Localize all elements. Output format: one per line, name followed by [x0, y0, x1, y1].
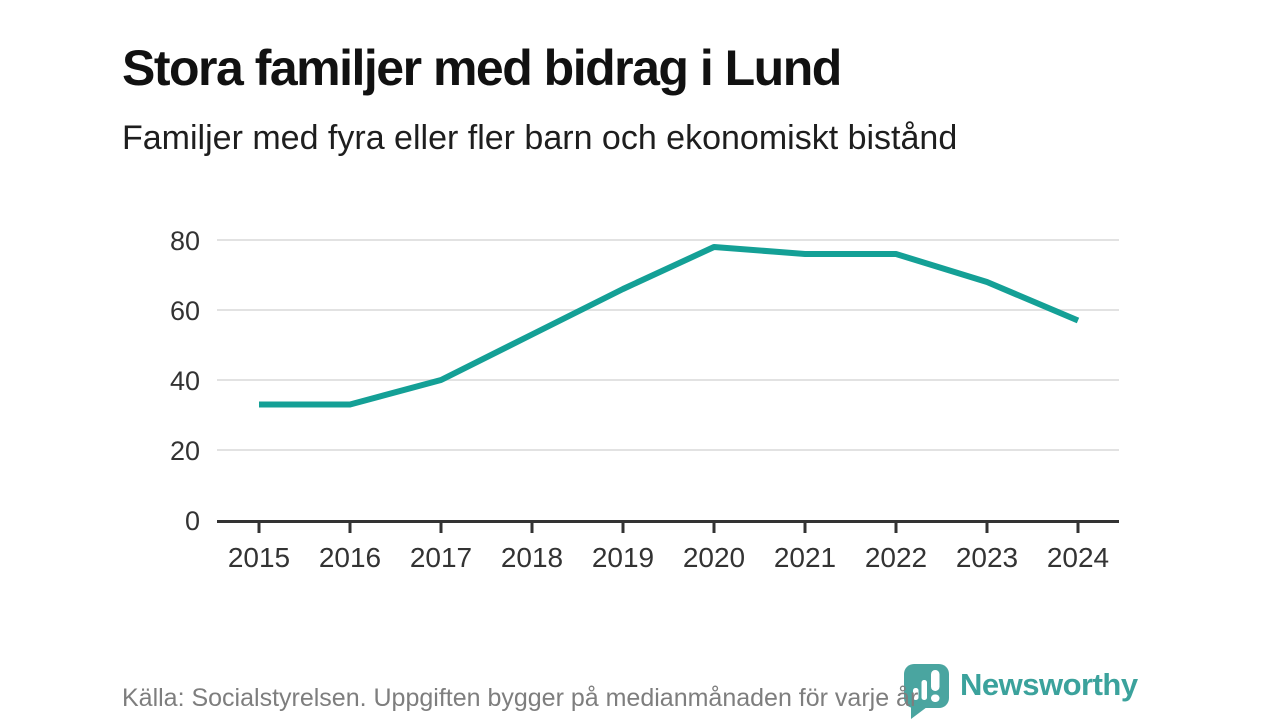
x-tick-label-2023: 2023 [956, 542, 1018, 573]
source-note: Källa: Socialstyrelsen. Uppgiften bygger… [122, 684, 919, 712]
x-tick-label-2015: 2015 [228, 542, 290, 573]
x-tick-label-2020: 2020 [683, 542, 745, 573]
x-tick-label-2018: 2018 [501, 542, 563, 573]
y-tick-label-0: 0 [185, 506, 200, 536]
x-tick-label-2017: 2017 [410, 542, 472, 573]
x-tick-label-2022: 2022 [865, 542, 927, 573]
chart-title: Stora familjer med bidrag i Lund [122, 39, 842, 96]
newsworthy-bar-chart-bubble-icon [904, 664, 949, 719]
chart-subtitle: Familjer med fyra eller fler barn och ek… [122, 119, 958, 157]
newsworthy-logo-text: Newsworthy [960, 667, 1138, 702]
x-tick-label-2021: 2021 [774, 542, 836, 573]
y-tick-label-80: 80 [170, 226, 200, 256]
newsworthy-logo[interactable]: Newsworthy [903, 663, 1138, 720]
x-tick-label-2024: 2024 [1047, 542, 1109, 573]
series-line-0 [259, 244, 1080, 408]
y-tick-label-20: 20 [170, 436, 200, 466]
y-tick-label-40: 40 [170, 366, 200, 396]
y-tick-label-60: 60 [170, 296, 200, 326]
x-tick-label-2016: 2016 [319, 542, 381, 573]
x-tick-label-2019: 2019 [592, 542, 654, 573]
